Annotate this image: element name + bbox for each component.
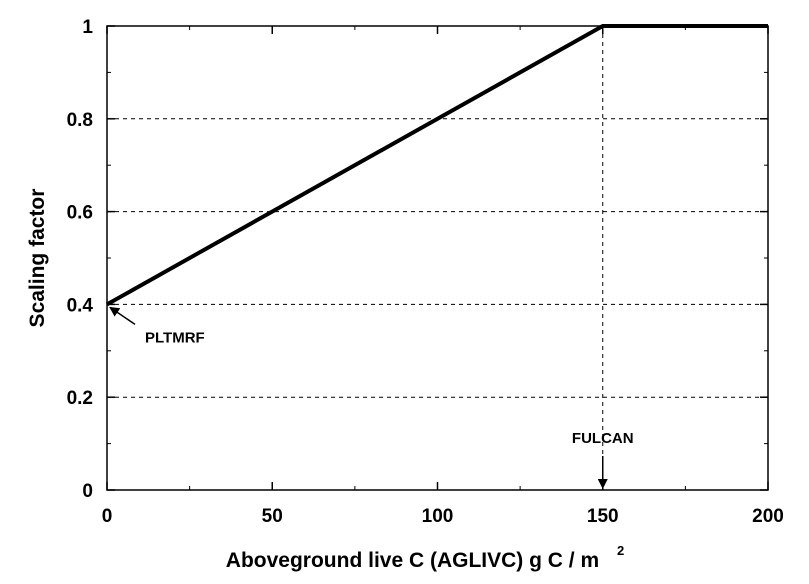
x-axis-title: Aboveground live C (AGLIVC) g C / m 2: [226, 543, 624, 572]
x-tick-label: 0: [102, 506, 113, 527]
y-tick-label: 0.6: [67, 203, 93, 224]
fulcan-label: FULCAN: [572, 430, 634, 447]
x-tick-label: 50: [262, 506, 283, 527]
y-tick-label: 0.2: [67, 388, 93, 409]
y-axis-title: Scaling factor: [26, 189, 49, 328]
pltmrf-label: PLTMRF: [145, 329, 205, 346]
x-axis-title-main: Aboveground live C (AGLIVC) g C / m: [226, 549, 599, 572]
y-tick-label: 1: [82, 17, 93, 38]
x-axis-title-superscript: 2: [617, 543, 624, 558]
x-tick-label: 100: [422, 506, 454, 527]
y-tick-label: 0.4: [67, 295, 94, 316]
plot-frame: [106, 25, 769, 491]
x-tick-label: 150: [587, 506, 619, 527]
series-line: [106, 24, 768, 307]
x-tick-label: 200: [752, 506, 784, 527]
y-tick-label: 0: [82, 481, 93, 502]
y-tick-label: 0.8: [67, 110, 93, 131]
pltmrf-arrow: [109, 306, 136, 326]
